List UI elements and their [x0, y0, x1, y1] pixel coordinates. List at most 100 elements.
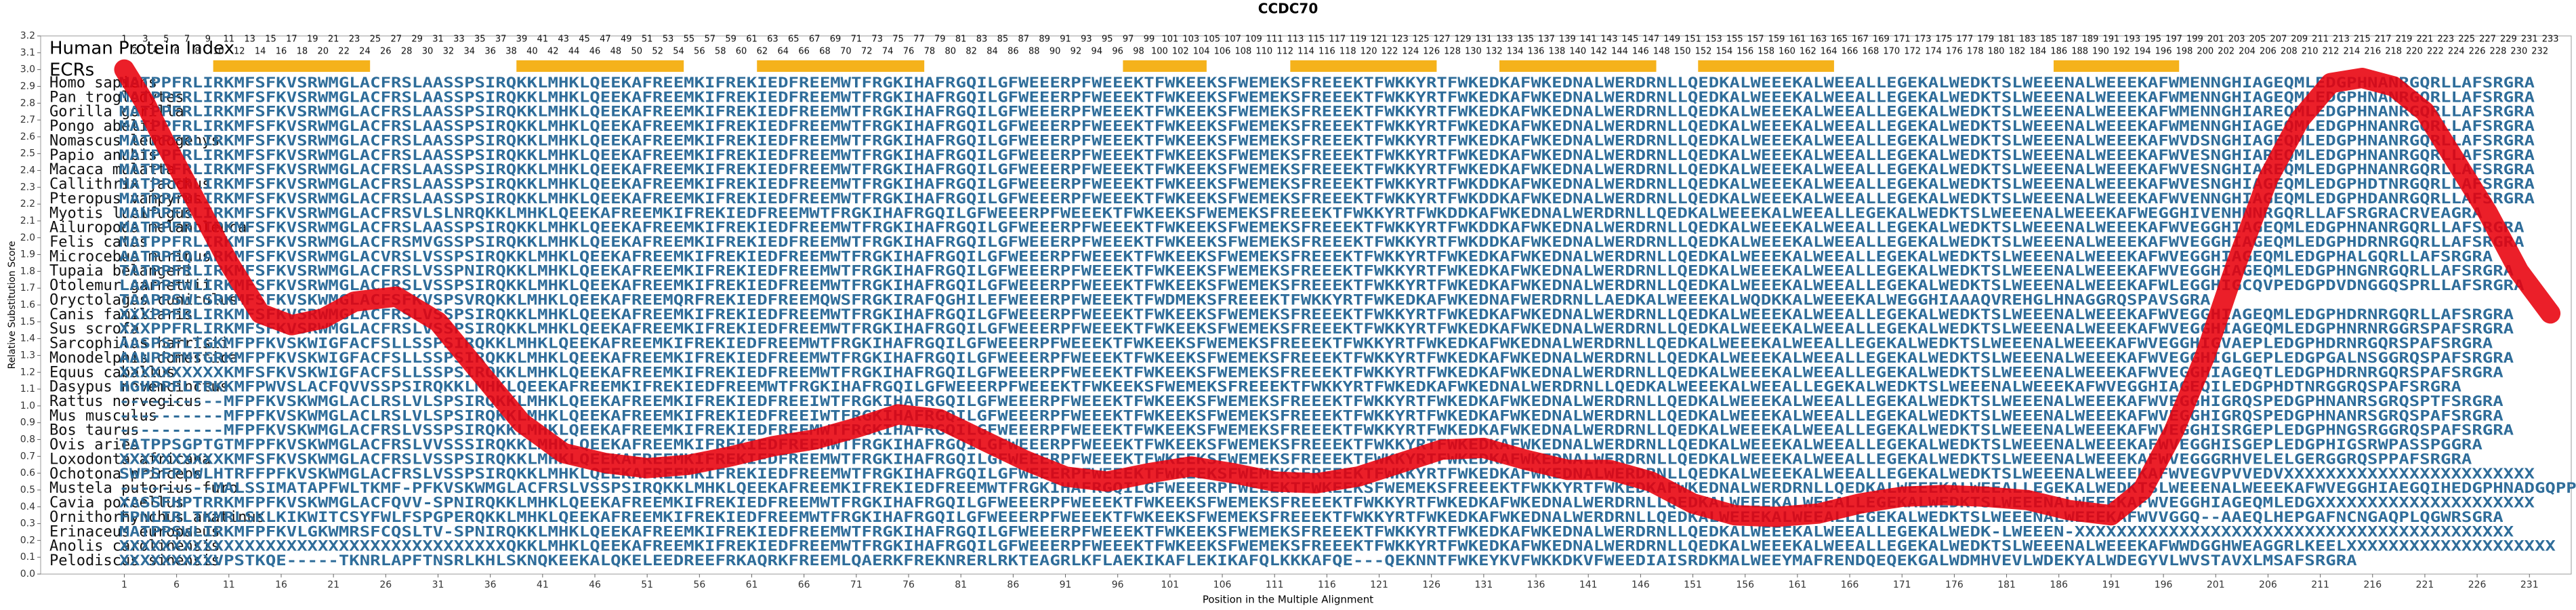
human-index: 94 — [1092, 47, 1103, 57]
human-index: 141 — [1580, 35, 1597, 45]
ecr-bar — [757, 60, 925, 72]
species-name: Mus musculus — [49, 407, 157, 424]
ecr-bar — [1698, 60, 1834, 72]
x-tick-label: 176 — [1945, 580, 1964, 590]
human-index: 138 — [1548, 47, 1565, 57]
human-index: 209 — [2291, 35, 2308, 45]
species-name: Bos taurus — [49, 422, 139, 439]
y-tick-label: 3.0 — [20, 64, 35, 75]
y-tick-label: 1.3 — [20, 350, 35, 361]
human-index: 21 — [328, 35, 339, 45]
human-index: 86 — [1007, 47, 1019, 57]
sequence: MATPPFRLIRKMFSFKVSRWMGLACFRSLAASSPSIRQKK… — [119, 190, 2535, 207]
species-name: Sus scrofa — [49, 321, 139, 338]
human-index: 232 — [2531, 47, 2548, 57]
human-index: 71 — [851, 35, 863, 45]
x-tick-label: 51 — [641, 580, 653, 590]
y-tick-label: 1.2 — [20, 367, 35, 378]
human-index: 18 — [297, 47, 308, 57]
human-index: 171 — [1894, 35, 1911, 45]
x-tick-label: 221 — [2416, 580, 2434, 590]
human-index: 169 — [1873, 35, 1890, 45]
human-index: 230 — [2510, 47, 2527, 57]
x-tick-label: 126 — [1422, 580, 1440, 590]
human-index: 40 — [526, 47, 538, 57]
human-index: 73 — [871, 35, 883, 45]
human-index: 10 — [213, 47, 224, 57]
human-index: 123 — [1392, 35, 1409, 45]
y-tick-label: 0.4 — [20, 502, 35, 512]
human-index: 81 — [955, 35, 967, 45]
human-index: 24 — [359, 47, 371, 57]
species-name: Ornithorhynchus anatinus — [49, 509, 265, 526]
sequence: MATPPFRLIRKMFSFKVSRWMGLACFRSLAASSPSIRQKK… — [119, 161, 2535, 178]
ecr-bar — [213, 60, 371, 72]
x-tick-label: 151 — [1684, 580, 1702, 590]
species-name: Mustela putorius furo — [49, 480, 238, 497]
human-index: 178 — [1967, 47, 1984, 57]
human-index: 214 — [2343, 47, 2360, 57]
human-index: 173 — [1915, 35, 1932, 45]
y-tick-label: 3.2 — [20, 30, 35, 41]
sequence: TAAPPSWLSRKMFSFKVSKWMGLACFSFKVSPSVRQKKLM… — [119, 291, 2211, 308]
sequence: MATPPFRLIRKMFSFKVSRWMGLACFRSLAASSPSIRQKK… — [119, 75, 2535, 91]
human-index: 135 — [1517, 35, 1534, 45]
human-index: 188 — [2071, 47, 2088, 57]
human-index: 13 — [244, 35, 255, 45]
y-tick-label: 2.2 — [20, 199, 35, 209]
human-index: 225 — [2458, 35, 2475, 45]
human-index: 69 — [830, 35, 842, 45]
human-index: 205 — [2249, 35, 2266, 45]
human-index: 68 — [819, 47, 831, 57]
human-index: 198 — [2176, 47, 2193, 57]
human-index: 87 — [1018, 35, 1030, 45]
human-index: 34 — [464, 47, 476, 57]
human-index: 3 — [142, 35, 148, 45]
human-index: 77 — [913, 35, 925, 45]
human-index: 51 — [642, 35, 653, 45]
human-index: 27 — [390, 35, 402, 45]
human-index: 106 — [1214, 47, 1231, 57]
species-name: Tupaia belangeri — [49, 263, 193, 280]
y-tick-label: 0.3 — [20, 518, 35, 529]
x-tick-label: 216 — [2363, 580, 2382, 590]
score-line — [114, 59, 2561, 527]
human-index: 129 — [1455, 35, 1472, 45]
human-index: 229 — [2500, 35, 2517, 45]
y-tick-label: 0.9 — [20, 418, 35, 428]
human-index: 174 — [1925, 47, 1942, 57]
human-index: 149 — [1663, 35, 1680, 45]
ecr-bar — [1499, 60, 1657, 72]
human-index: 130 — [1465, 47, 1482, 57]
human-index: 223 — [2437, 35, 2454, 45]
y-tick-label: 0.7 — [20, 451, 35, 462]
human-index: 151 — [1684, 35, 1701, 45]
human-index: 79 — [934, 35, 946, 45]
sequence: MATPPFRLIRKMFSFKVSRWMGLACFRSLAASSPSIRQKK… — [119, 104, 2535, 120]
human-index: 115 — [1308, 35, 1325, 45]
human-index: 199 — [2186, 35, 2203, 45]
human-index: 189 — [2082, 35, 2099, 45]
human-index: 76 — [903, 47, 915, 57]
x-tick-label: 76 — [902, 580, 915, 590]
species-name: Pteropus vampyrus — [49, 190, 202, 207]
human-index: 119 — [1350, 35, 1367, 45]
x-tick-label: 66 — [798, 580, 810, 590]
species-name: Ochotona princeps — [49, 466, 202, 483]
human-index: 26 — [380, 47, 392, 57]
y-tick-label: 0.1 — [20, 552, 35, 563]
x-tick-label: 86 — [1007, 580, 1019, 590]
y-tick-label: 1.8 — [20, 266, 35, 277]
human-index: 137 — [1538, 35, 1555, 45]
sequence: XXXXXXXXXXXXXXXXXXXXXXXXXXXXXXXXXXXXXQKK… — [119, 538, 2556, 554]
human-index: 61 — [746, 35, 757, 45]
human-index: 120 — [1360, 47, 1377, 57]
y-tick-label: 2.0 — [20, 232, 35, 243]
x-tick-label: 131 — [1475, 580, 1493, 590]
human-index: 217 — [2375, 35, 2392, 45]
human-index: 152 — [1695, 47, 1712, 57]
human-index: 192 — [2113, 47, 2130, 57]
species-name: Anolis carolinensis — [49, 538, 220, 555]
human-index: 112 — [1276, 47, 1293, 57]
human-index: 99 — [1144, 35, 1155, 45]
